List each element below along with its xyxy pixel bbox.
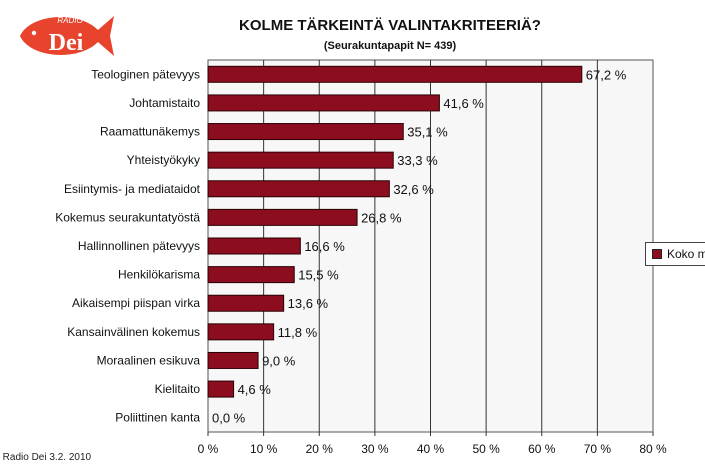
- value-label: 13,6 %: [288, 296, 329, 311]
- logo-small-text: RADIO: [57, 16, 82, 25]
- radio-dei-logo: RADIO Dei: [20, 16, 114, 56]
- bar: [207, 237, 301, 255]
- legend: Koko m: [645, 242, 705, 266]
- category-label: Kielitaito: [155, 382, 201, 396]
- bar: [207, 208, 358, 226]
- category-label: Johtamistaito: [129, 96, 200, 110]
- tick-label: 20 %: [306, 442, 334, 456]
- tick-label: 70 %: [584, 442, 612, 456]
- source-note: de: Radio Dei 3.2. 2010: [0, 452, 92, 463]
- value-label: 16,6 %: [304, 239, 345, 254]
- category-label: Poliittinen kanta: [115, 411, 200, 425]
- category-label: Raamattunäkemys: [100, 125, 200, 139]
- bar: [207, 151, 394, 169]
- tick-label: 40 %: [417, 442, 445, 456]
- category-label: Kokemus seurakuntatyöstä: [55, 210, 200, 224]
- tick-label: 80 %: [639, 442, 667, 456]
- tick-label: 60 %: [528, 442, 556, 456]
- category-label: Yhteistyökyky: [127, 153, 200, 167]
- bar: [207, 351, 259, 369]
- value-label: 67,2 %: [586, 67, 627, 82]
- chart-title: KOLME TÄRKEINTÄ VALINTAKRITEERIÄ?: [239, 17, 541, 34]
- category-label: Henkilökarisma: [118, 268, 200, 282]
- tick-label: 10 %: [250, 442, 278, 456]
- bar: [207, 65, 583, 83]
- category-label: Esiintymis- ja mediataidot: [64, 182, 201, 196]
- value-label: 0,0 %: [212, 411, 246, 426]
- bar: [207, 294, 285, 312]
- value-label: 4,6 %: [238, 382, 272, 397]
- category-label: Kansainvälinen kokemus: [67, 325, 200, 339]
- value-label: 26,8 %: [361, 210, 402, 225]
- value-label: 41,6 %: [443, 96, 484, 111]
- chart-subtitle: (Seurakuntapapit N= 439): [323, 40, 457, 52]
- tick-label: 0 %: [198, 442, 219, 456]
- tick-label: 50 %: [472, 442, 500, 456]
- category-label: Hallinnollinen pätevyys: [78, 239, 200, 253]
- legend-label: Koko m: [667, 247, 705, 261]
- value-label: 32,6 %: [393, 182, 434, 197]
- logo-big-text: Dei: [49, 30, 84, 56]
- tick-label: 30 %: [361, 442, 389, 456]
- bar: [207, 266, 295, 284]
- bar: [207, 380, 235, 398]
- bar: [207, 180, 390, 198]
- category-label: Moraalinen esikuva: [97, 353, 201, 367]
- bar: [207, 323, 275, 341]
- legend-swatch: [652, 249, 662, 259]
- value-label: 35,1 %: [407, 125, 448, 140]
- category-label: Teologinen pätevyys: [91, 67, 200, 81]
- category-label: Aikaisempi piispan virka: [72, 296, 200, 310]
- value-label: 9,0 %: [262, 353, 296, 368]
- value-label: 11,8 %: [278, 325, 318, 340]
- bar: [207, 123, 404, 141]
- value-label: 33,3 %: [397, 153, 438, 168]
- bar: [207, 94, 440, 112]
- value-label: 15,5 %: [298, 268, 339, 283]
